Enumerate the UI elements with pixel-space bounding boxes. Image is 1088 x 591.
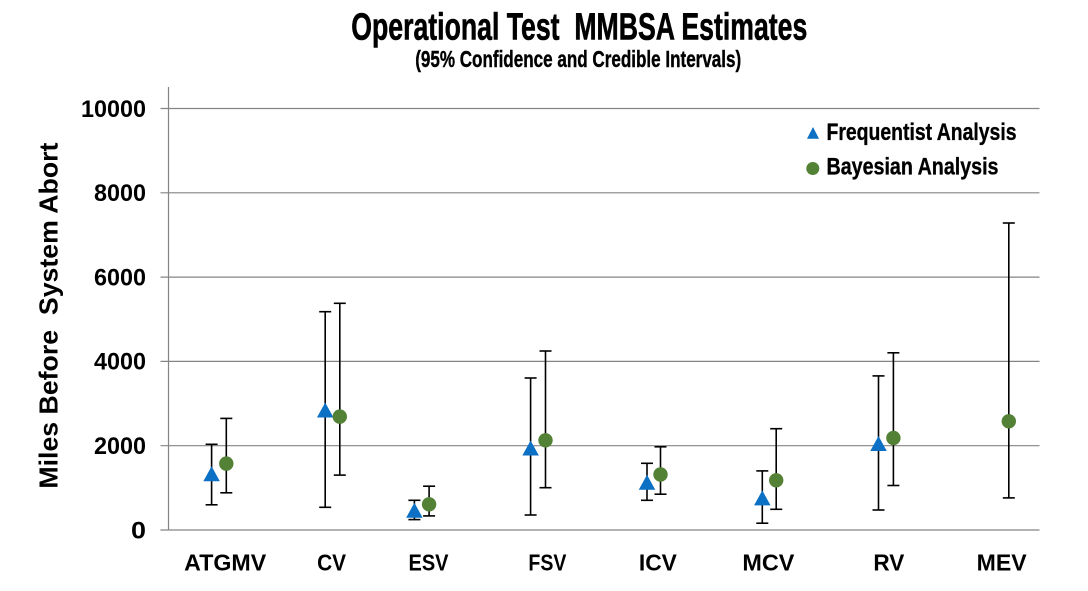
svg-text:RV: RV xyxy=(873,550,905,576)
svg-text:CV: CV xyxy=(317,550,347,576)
svg-text:2000: 2000 xyxy=(94,433,146,460)
svg-text:(95% Confidence and Credible I: (95% Confidence and Credible Intervals) xyxy=(415,46,741,72)
svg-text:10000: 10000 xyxy=(81,96,146,123)
svg-text:8000: 8000 xyxy=(94,180,146,207)
svg-text:ATGMV: ATGMV xyxy=(184,550,267,576)
svg-text:4000: 4000 xyxy=(94,349,146,376)
svg-text:MEV: MEV xyxy=(977,550,1028,576)
svg-text:Miles Before System Abort: Miles Before System Abort xyxy=(34,142,64,488)
svg-text:FSV: FSV xyxy=(528,550,567,576)
svg-text:ICV: ICV xyxy=(639,550,678,576)
svg-text:MCV: MCV xyxy=(742,550,795,576)
svg-text:Bayesian Analysis: Bayesian Analysis xyxy=(827,154,999,181)
svg-text:Operational Test MMBSA Estima: Operational Test MMBSA Estimates xyxy=(351,7,807,49)
svg-text:ESV: ESV xyxy=(409,550,450,576)
svg-text:Frequentist Analysis: Frequentist Analysis xyxy=(827,119,1017,146)
svg-text:6000: 6000 xyxy=(94,264,146,291)
svg-text:0: 0 xyxy=(131,517,146,544)
